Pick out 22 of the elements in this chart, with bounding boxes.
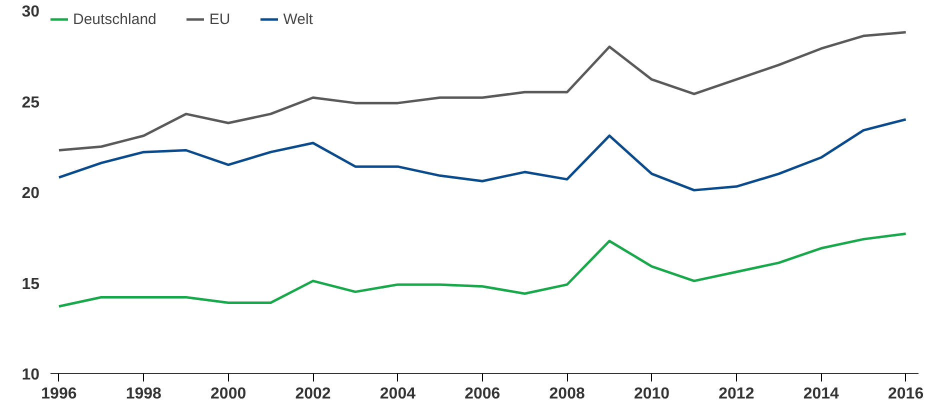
line-series bbox=[58, 31, 908, 152]
x-tick-label: 2008 bbox=[549, 386, 585, 402]
line-series bbox=[58, 118, 908, 192]
x-tick-label: 2004 bbox=[380, 386, 416, 402]
y-tick-label: 25 bbox=[22, 94, 40, 112]
x-tick-label: 2014 bbox=[803, 386, 840, 402]
legend-label: EU bbox=[209, 10, 230, 28]
x-tick-label: 1998 bbox=[126, 386, 162, 402]
x-tick-label: 2000 bbox=[210, 386, 246, 402]
x-tick-label: 2012 bbox=[718, 386, 754, 402]
y-tick-label: 30 bbox=[22, 4, 40, 20]
x-tick-label: 2002 bbox=[295, 386, 331, 402]
x-tick-label: 1996 bbox=[41, 386, 77, 402]
x-tick-label: 2006 bbox=[464, 386, 500, 402]
x-tick-label: 2016 bbox=[888, 386, 924, 402]
y-tick-label: 15 bbox=[22, 276, 40, 293]
legend-label: Welt bbox=[283, 10, 313, 28]
x-tick-label: 2010 bbox=[634, 386, 670, 402]
y-tick-label: 10 bbox=[22, 366, 40, 384]
line-series bbox=[58, 232, 908, 308]
y-tick-label: 20 bbox=[22, 185, 40, 202]
legend-label: Deutschland bbox=[73, 10, 156, 28]
